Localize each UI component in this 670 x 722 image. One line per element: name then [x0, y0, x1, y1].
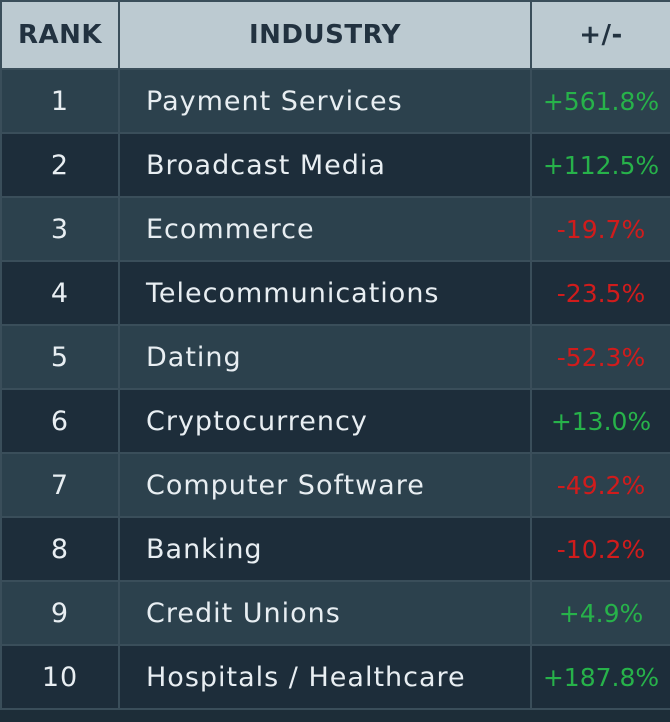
change-cell: -52.3%: [530, 324, 670, 390]
table-body: 1 Payment Services +561.8% 2 Broadcast Media…: [0, 68, 670, 710]
rank-cell: 10: [0, 644, 120, 710]
change-cell: +187.8%: [530, 644, 670, 710]
change-cell: +4.9%: [530, 580, 670, 646]
rank-cell: 8: [0, 516, 120, 582]
industry-cell: Telecommunications: [118, 260, 532, 326]
change-cell: +561.8%: [530, 68, 670, 134]
industry-cell: Cryptocurrency: [118, 388, 532, 454]
header-row: RANK INDUSTRY +/-: [0, 0, 670, 70]
table-row: 5 Dating -52.3%: [0, 324, 670, 390]
industry-cell: Dating: [118, 324, 532, 390]
change-cell: -49.2%: [530, 452, 670, 518]
industry-cell: Computer Software: [118, 452, 532, 518]
rank-cell: 4: [0, 260, 120, 326]
industry-column-header: INDUSTRY: [118, 0, 532, 70]
table-row: 6 Cryptocurrency +13.0%: [0, 388, 670, 454]
rank-cell: 7: [0, 452, 120, 518]
rank-cell: 9: [0, 580, 120, 646]
industry-cell: Credit Unions: [118, 580, 532, 646]
change-cell: +112.5%: [530, 132, 670, 198]
table-row: 3 Ecommerce -19.7%: [0, 196, 670, 262]
table-row: 2 Broadcast Media +112.5%: [0, 132, 670, 198]
industry-cell: Hospitals / Healthcare: [118, 644, 532, 710]
table-row: 7 Computer Software -49.2%: [0, 452, 670, 518]
table-row: 4 Telecommunications -23.5%: [0, 260, 670, 326]
industry-cell: Broadcast Media: [118, 132, 532, 198]
rank-cell: 3: [0, 196, 120, 262]
rank-cell: 5: [0, 324, 120, 390]
rank-cell: 1: [0, 68, 120, 134]
table-row: 9 Credit Unions +4.9%: [0, 580, 670, 646]
change-column-header: +/-: [530, 0, 670, 70]
change-cell: -10.2%: [530, 516, 670, 582]
rank-column-header: RANK: [0, 0, 120, 70]
industry-cell: Banking: [118, 516, 532, 582]
table-row: 1 Payment Services +561.8%: [0, 68, 670, 134]
change-cell: +13.0%: [530, 388, 670, 454]
table-row: 10 Hospitals / Healthcare +187.8%: [0, 644, 670, 710]
change-cell: -23.5%: [530, 260, 670, 326]
rank-cell: 2: [0, 132, 120, 198]
industry-cell: Payment Services: [118, 68, 532, 134]
rank-cell: 6: [0, 388, 120, 454]
change-cell: -19.7%: [530, 196, 670, 262]
industry-cell: Ecommerce: [118, 196, 532, 262]
table-row: 8 Banking -10.2%: [0, 516, 670, 582]
